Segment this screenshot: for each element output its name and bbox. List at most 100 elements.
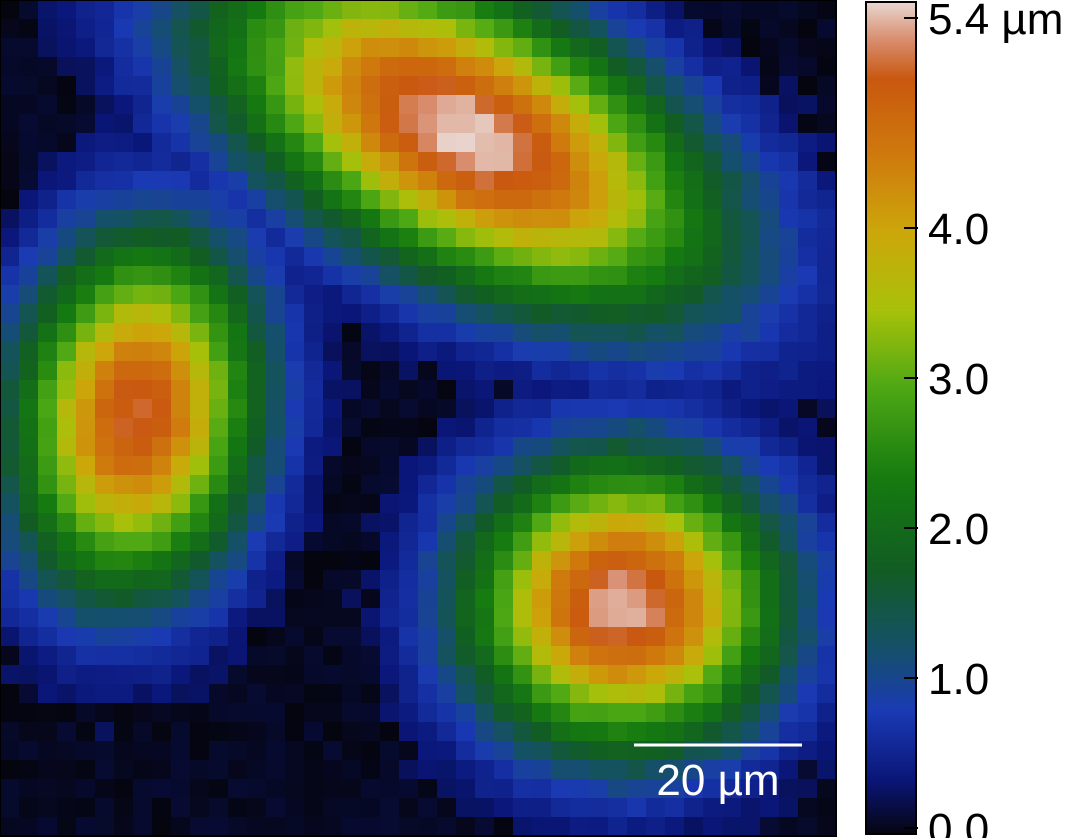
heatmap-cell — [114, 38, 134, 58]
heatmap-cell — [399, 266, 419, 286]
heatmap-cell — [589, 798, 609, 818]
heatmap-cell — [285, 361, 305, 381]
heatmap-cell — [209, 380, 229, 400]
heatmap-cell — [152, 741, 172, 761]
heatmap-cell — [209, 323, 229, 343]
heatmap-cell — [779, 38, 799, 58]
heatmap-cell — [19, 722, 39, 742]
heatmap-cell — [399, 209, 419, 229]
heatmap-cell — [266, 551, 286, 571]
heatmap-cell — [209, 684, 229, 704]
colorbar-gradient — [866, 2, 916, 834]
heatmap-cell — [703, 608, 723, 628]
heatmap-cell — [798, 608, 818, 628]
heatmap-cell — [190, 323, 210, 343]
heatmap-cell — [817, 285, 837, 305]
heatmap-cell — [551, 703, 571, 723]
heatmap-cell — [703, 190, 723, 210]
heatmap-cell — [532, 494, 552, 514]
heatmap-cell — [665, 570, 685, 590]
heatmap-cell — [494, 342, 514, 362]
heatmap-cell — [551, 779, 571, 799]
heatmap-cell — [494, 266, 514, 286]
heatmap-cell — [114, 266, 134, 286]
heatmap-cell — [798, 646, 818, 666]
heatmap-cell — [19, 494, 39, 514]
heatmap-cell — [209, 608, 229, 628]
heatmap-cell — [361, 627, 381, 647]
heatmap-cell — [456, 589, 476, 609]
heatmap-cell — [551, 266, 571, 286]
heatmap-cell — [380, 266, 400, 286]
heatmap-cell — [418, 380, 438, 400]
heatmap-cell — [0, 532, 20, 552]
heatmap-cell — [798, 684, 818, 704]
heatmap-cell — [684, 418, 704, 438]
heatmap-cell — [57, 741, 77, 761]
heatmap-cell — [380, 228, 400, 248]
heatmap-cell — [570, 380, 590, 400]
heatmap-cell — [475, 817, 495, 837]
heatmap-cell — [0, 456, 20, 476]
heatmap-cell — [228, 741, 248, 761]
heatmap-cell — [304, 152, 324, 172]
heatmap-cell — [475, 266, 495, 286]
heatmap-cell — [494, 209, 514, 229]
heatmap-cell — [513, 152, 533, 172]
heatmap-cell — [76, 494, 96, 514]
heatmap-cell — [342, 513, 362, 533]
heatmap-cell — [228, 152, 248, 172]
heatmap-cell — [228, 380, 248, 400]
heatmap-cell — [456, 38, 476, 58]
heatmap-cell — [19, 171, 39, 191]
heatmap-cell — [703, 361, 723, 381]
heatmap-cell — [741, 684, 761, 704]
heatmap-cell — [608, 741, 628, 761]
heatmap-cell — [741, 0, 761, 20]
heatmap-cell — [152, 304, 172, 324]
heatmap-cell — [114, 437, 134, 457]
heatmap-cell — [171, 114, 191, 134]
heatmap-cell — [361, 513, 381, 533]
heatmap-cell — [76, 57, 96, 77]
heatmap-cell — [228, 323, 248, 343]
heatmap-cell — [741, 646, 761, 666]
heatmap-cell — [95, 19, 115, 39]
heatmap-cell — [342, 817, 362, 837]
heatmap-cell — [190, 722, 210, 742]
heatmap-cell — [152, 779, 172, 799]
heatmap-cell — [627, 646, 647, 666]
heatmap-cell — [817, 38, 837, 58]
heatmap-cell — [285, 171, 305, 191]
heatmap-cell — [114, 513, 134, 533]
heatmap-cell — [646, 494, 666, 514]
heatmap-cell — [209, 513, 229, 533]
heatmap-cell — [494, 722, 514, 742]
heatmap-cell — [342, 361, 362, 381]
heatmap-cell — [228, 285, 248, 305]
heatmap-cell — [323, 551, 343, 571]
heatmap-cell — [418, 247, 438, 267]
heatmap-cell — [342, 551, 362, 571]
heatmap-cell — [627, 494, 647, 514]
heatmap-cell — [209, 76, 229, 96]
heatmap-cell — [437, 627, 457, 647]
heatmap-cell — [779, 285, 799, 305]
heatmap-cell — [152, 114, 172, 134]
heatmap-cell — [247, 57, 267, 77]
heatmap-cell — [608, 665, 628, 685]
heatmap-cell — [684, 209, 704, 229]
heatmap-cell — [76, 152, 96, 172]
heatmap-cell — [418, 456, 438, 476]
heatmap-cell — [589, 532, 609, 552]
heatmap-cell — [323, 19, 343, 39]
heatmap-cell — [361, 152, 381, 172]
heatmap-cell — [513, 0, 533, 20]
heatmap-cell — [494, 608, 514, 628]
heatmap-cell — [190, 171, 210, 191]
heatmap-cell — [133, 209, 153, 229]
heatmap-cell — [0, 114, 20, 134]
heatmap-cell — [722, 608, 742, 628]
heatmap-cell — [266, 95, 286, 115]
heatmap-cell — [95, 589, 115, 609]
